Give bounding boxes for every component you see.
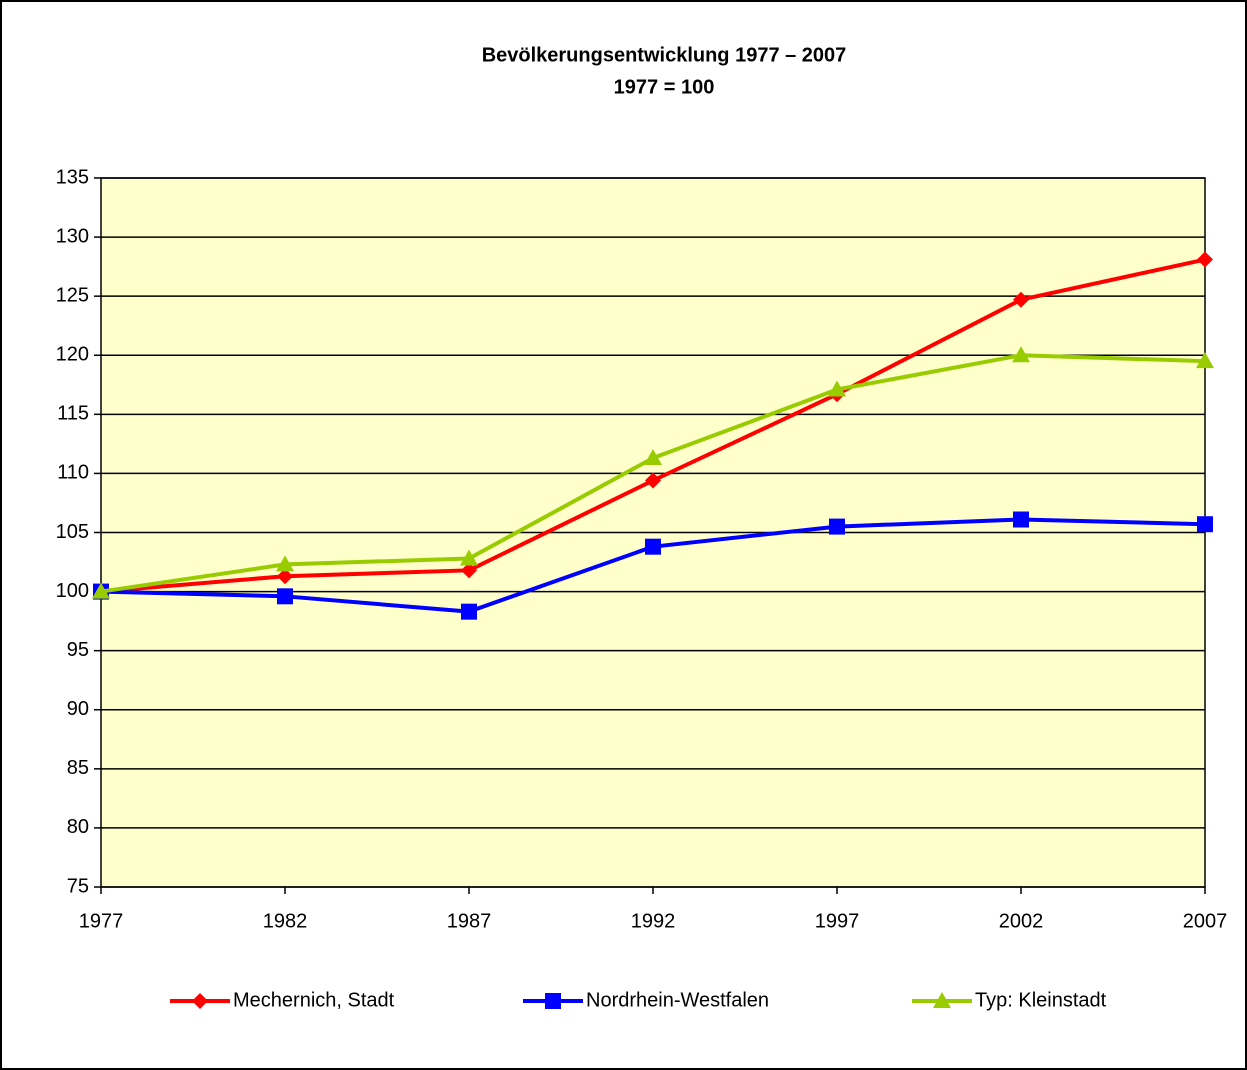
- data-point: [1013, 511, 1029, 528]
- legend-label: Nordrhein-Westfalen: [586, 989, 769, 1011]
- y-tick-label: 75: [67, 875, 89, 897]
- data-point: [645, 538, 661, 555]
- chart-title: Bevölkerungsentwicklung 1977 – 2007: [482, 44, 847, 66]
- data-point: [1197, 516, 1213, 533]
- y-tick-label: 85: [67, 757, 89, 779]
- legend-marker: [192, 993, 208, 1009]
- legend-label: Mechernich, Stadt: [233, 989, 395, 1011]
- legend-marker: [545, 993, 561, 1009]
- data-point: [828, 380, 846, 397]
- y-tick-label: 135: [56, 166, 89, 188]
- x-tick-label: 2007: [1183, 910, 1228, 932]
- y-tick-label: 110: [57, 462, 89, 484]
- data-point: [461, 603, 477, 620]
- y-tick-label: 105: [56, 521, 89, 543]
- y-tick-label: 90: [67, 698, 89, 720]
- x-tick-label: 1997: [815, 910, 860, 932]
- y-tick-label: 115: [57, 403, 89, 425]
- x-tick-label: 1992: [631, 910, 676, 932]
- data-point: [277, 568, 293, 585]
- x-tick-label: 2002: [999, 910, 1044, 932]
- chart-subtitle: 1977 = 100: [614, 76, 715, 98]
- data-point: [461, 562, 477, 579]
- x-tick-label: 1987: [447, 910, 492, 932]
- data-point: [92, 582, 110, 599]
- x-tick-label: 1982: [263, 910, 308, 932]
- y-tick-label: 100: [56, 580, 89, 602]
- y-tick-label: 95: [67, 639, 89, 661]
- data-point: [460, 549, 478, 566]
- legend-marker: [933, 992, 951, 1008]
- y-tick-label: 130: [56, 225, 89, 247]
- data-point: [829, 518, 845, 535]
- data-point: [1013, 291, 1029, 308]
- data-point: [644, 449, 662, 466]
- data-point: [276, 555, 294, 572]
- y-tick-label: 80: [67, 816, 89, 838]
- data-point: [1196, 352, 1214, 369]
- y-tick-label: 125: [56, 284, 89, 306]
- data-point: [1012, 346, 1030, 363]
- y-tick-label: 120: [56, 344, 89, 366]
- data-point: [1197, 251, 1213, 268]
- data-point: [645, 472, 661, 489]
- x-tick-label: 1977: [79, 910, 124, 932]
- data-point: [277, 588, 293, 605]
- legend-label: Typ: Kleinstadt: [975, 989, 1107, 1011]
